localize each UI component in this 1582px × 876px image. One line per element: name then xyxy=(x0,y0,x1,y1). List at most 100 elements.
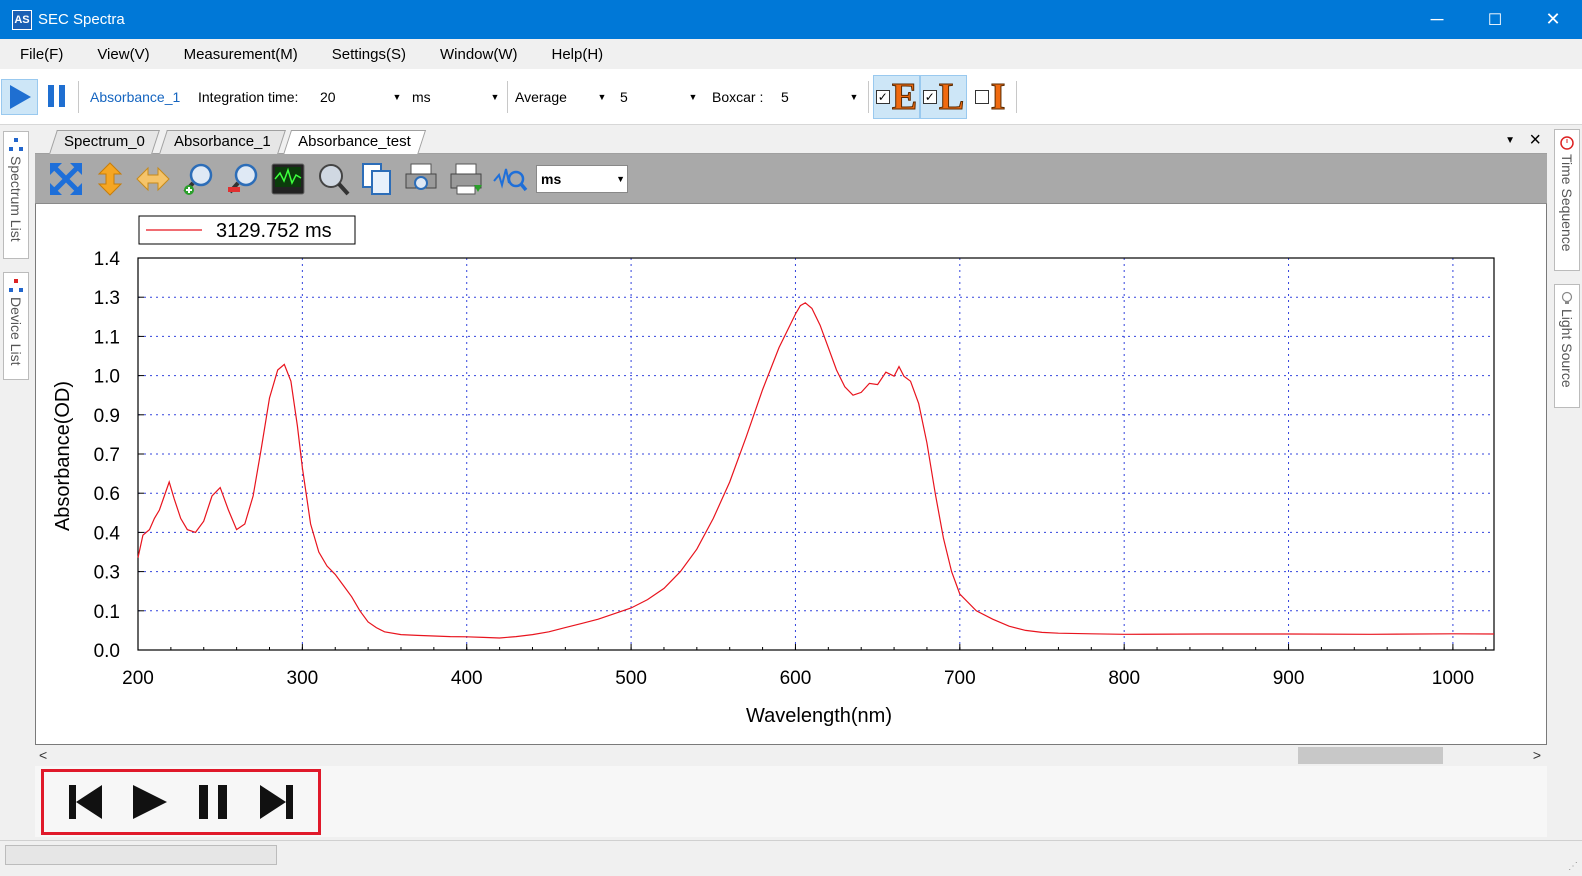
x-tick-label: 700 xyxy=(944,668,976,689)
average-count-select[interactable]: 5 ▼ xyxy=(620,83,700,111)
x-tick-label: 500 xyxy=(615,668,647,689)
y-tick-label: 0.1 xyxy=(94,602,120,623)
menu-help[interactable]: Help(H) xyxy=(551,45,604,63)
left-dock: Spectrum List Device List xyxy=(0,127,31,837)
l-toggle[interactable]: ✓ L xyxy=(920,75,967,119)
chart-panel[interactable]: 200 300 400 500 600 700 800 900 1000 0.0 0.1 0.3 0.4… xyxy=(35,204,1547,745)
tab-spectrum-0[interactable]: Spectrum_0 xyxy=(49,130,160,154)
playback-pause-button[interactable] xyxy=(191,780,235,824)
copy-icon[interactable] xyxy=(358,160,396,198)
close-button[interactable]: ✕ xyxy=(1545,9,1561,29)
peak-search-icon[interactable] xyxy=(491,160,529,198)
checkbox-e[interactable]: ✓ xyxy=(875,90,890,104)
i-letter-icon: I xyxy=(990,76,1006,118)
y-tick-label: 0.3 xyxy=(94,563,120,584)
menu-file[interactable]: File(F) xyxy=(20,45,64,63)
device-list-tab[interactable]: Device List xyxy=(3,272,29,380)
time-unit-select[interactable]: ms ▼ xyxy=(536,165,628,193)
chevron-down-icon: ▼ xyxy=(616,174,625,184)
pause-button[interactable] xyxy=(42,79,72,115)
start-button[interactable] xyxy=(1,79,38,115)
y-tick-label: 0.0 xyxy=(94,641,120,662)
play-icon xyxy=(10,85,31,109)
main-toolbar: Absorbance_1 Integration time: 20 ▼ ms ▼ A… xyxy=(0,69,1582,125)
window-title: SEC Spectra xyxy=(38,11,125,28)
resize-grip-icon[interactable]: ⋰ xyxy=(1568,861,1578,872)
print-preview-icon[interactable] xyxy=(402,160,440,198)
skip-to-end-icon xyxy=(260,785,294,819)
x-axis-label: Wavelength(nm) xyxy=(746,705,892,727)
i-toggle[interactable]: I xyxy=(968,75,1012,119)
series-line xyxy=(137,302,1495,639)
chevron-down-icon: ▼ xyxy=(597,92,607,102)
x-tick-label: 200 xyxy=(122,668,154,689)
light-source-tab[interactable]: Light Source xyxy=(1554,284,1580,408)
skip-to-end-button[interactable] xyxy=(254,780,298,824)
app-logo-icon: AS xyxy=(12,9,32,30)
tab-absorbance-test[interactable]: Absorbance_test xyxy=(282,130,426,155)
clock-icon xyxy=(1560,136,1574,150)
fit-all-icon[interactable] xyxy=(47,160,85,198)
progress-bar xyxy=(5,845,277,865)
bulb-icon xyxy=(1561,291,1573,304)
skip-to-start-icon xyxy=(68,785,102,819)
tab-list-dropdown-icon[interactable]: ▼ xyxy=(1505,135,1515,146)
horizontal-zoom-icon[interactable] xyxy=(134,160,172,198)
chart-grid xyxy=(138,258,1494,650)
tree-icon xyxy=(9,138,23,151)
skip-to-start-button[interactable] xyxy=(64,780,108,824)
horizontal-scrollbar[interactable]: < > xyxy=(35,746,1547,766)
average-mode-select[interactable]: Average ▼ xyxy=(515,83,609,111)
status-bar: ⋰ xyxy=(0,840,1582,876)
menu-measurement[interactable]: Measurement(M) xyxy=(183,45,298,63)
integration-time-label: Integration time: xyxy=(198,89,299,105)
magnifier-icon[interactable] xyxy=(314,160,352,198)
y-tick-label: 1.3 xyxy=(94,288,120,309)
y-axis-label: Absorbance(OD) xyxy=(52,381,74,531)
spectrum-list-tab[interactable]: Spectrum List xyxy=(3,131,29,259)
active-measurement-label[interactable]: Absorbance_1 xyxy=(90,89,181,105)
zoom-in-icon[interactable] xyxy=(180,160,218,198)
menu-window[interactable]: Window(W) xyxy=(439,45,518,63)
absorbance-chart[interactable]: 200 300 400 500 600 700 800 900 1000 0.0 0.1 0.3 0.4… xyxy=(36,204,1546,744)
y-tick-label: 0.7 xyxy=(94,445,120,466)
scroll-thumb[interactable] xyxy=(1298,747,1443,764)
y-tick-label: 0.6 xyxy=(94,484,120,505)
scroll-right-icon[interactable]: > xyxy=(1532,747,1541,763)
checkbox-i[interactable] xyxy=(974,90,989,104)
legend: 3129.752 ms xyxy=(138,215,356,245)
right-dock: Time Sequence Light Source xyxy=(1551,127,1582,837)
time-sequence-tab[interactable]: Time Sequence xyxy=(1554,129,1580,271)
tab-absorbance-1[interactable]: Absorbance_1 xyxy=(159,130,286,154)
integration-unit-select[interactable]: ms ▼ xyxy=(412,83,502,111)
chevron-down-icon: ▼ xyxy=(392,92,402,102)
device-tree-icon xyxy=(9,279,23,292)
boxcar-label: Boxcar : xyxy=(712,89,764,105)
menu-settings[interactable]: Settings(S) xyxy=(331,45,406,63)
document-tab-strip: Spectrum_0 Absorbance_1 Absorbance_test … xyxy=(35,128,1547,155)
print-icon[interactable] xyxy=(447,160,485,198)
zoom-out-icon[interactable] xyxy=(225,160,263,198)
chevron-down-icon: ▼ xyxy=(490,92,500,102)
maximize-button[interactable]: ☐ xyxy=(1487,11,1503,29)
x-tick-label: 600 xyxy=(780,668,812,689)
checkbox-l[interactable]: ✓ xyxy=(922,90,937,104)
integration-time-input[interactable]: 20 ▼ xyxy=(320,83,404,111)
vertical-zoom-icon[interactable] xyxy=(91,160,129,198)
menu-view[interactable]: View(V) xyxy=(97,45,150,63)
l-letter-icon: L xyxy=(938,76,965,118)
e-toggle[interactable]: ✓ E xyxy=(873,75,920,119)
pause-icon xyxy=(48,85,65,107)
chevron-down-icon: ▼ xyxy=(688,92,698,102)
x-tick-label: 300 xyxy=(287,668,319,689)
title-bar: AS SEC Spectra ─ ☐ ✕ xyxy=(0,0,1582,39)
boxcar-select[interactable]: 5 ▼ xyxy=(781,83,861,111)
oscilloscope-icon[interactable] xyxy=(269,160,307,198)
y-tick-label: 1.1 xyxy=(94,327,120,348)
close-tab-icon[interactable]: × xyxy=(1529,129,1541,151)
minimize-button[interactable]: ─ xyxy=(1430,9,1444,29)
scroll-left-icon[interactable]: < xyxy=(39,747,48,763)
playback-play-button[interactable] xyxy=(127,780,171,824)
legend-label: 3129.752 ms xyxy=(216,220,332,242)
x-tick-label: 400 xyxy=(451,668,483,689)
